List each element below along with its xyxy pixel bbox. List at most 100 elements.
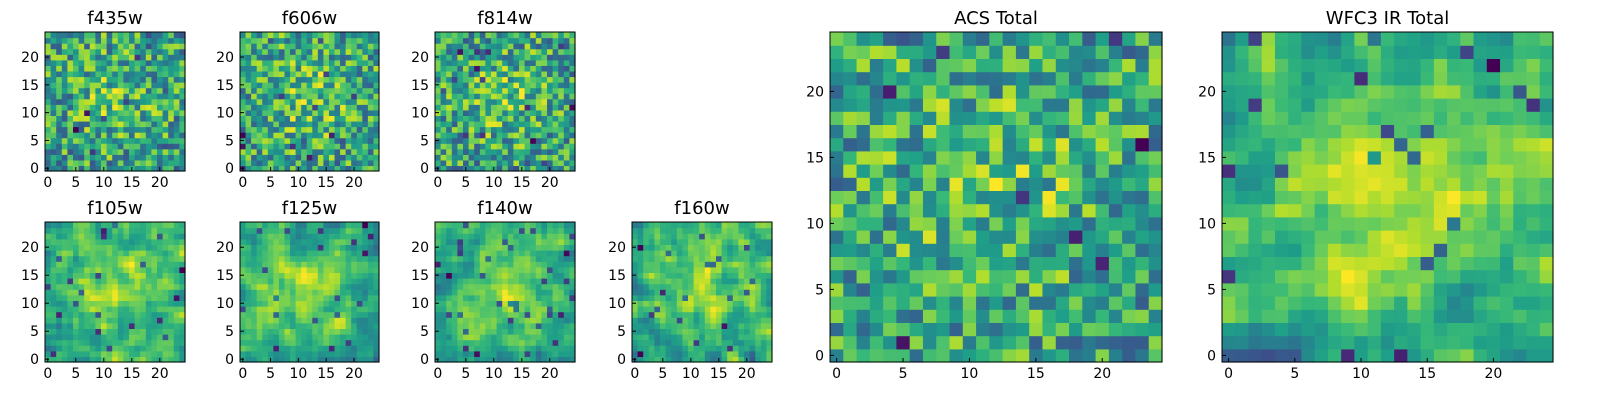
heatmap-cell <box>301 148 308 155</box>
heatmap-cell <box>541 294 548 301</box>
heatmap-cell <box>1015 256 1030 271</box>
heatmap-cell <box>89 283 96 290</box>
heatmap-cell <box>278 87 286 94</box>
heatmap-cell <box>558 148 565 155</box>
heatmap-cell <box>507 261 514 268</box>
heatmap-cell <box>1029 269 1044 284</box>
heatmap-cell <box>312 345 319 352</box>
heatmap-cell <box>519 233 526 240</box>
heatmap-cell <box>468 93 475 100</box>
heatmap-cell <box>61 261 68 268</box>
heatmap-cell <box>162 76 169 83</box>
heatmap-cell <box>541 266 548 273</box>
heatmap-cell <box>145 283 152 290</box>
heatmap-cell <box>513 345 520 352</box>
heatmap-cell <box>435 37 442 44</box>
heatmap-cell <box>755 339 762 346</box>
heatmap-cell <box>245 300 252 307</box>
heatmap-cell <box>435 306 442 313</box>
heatmap-cell <box>688 227 695 234</box>
heatmap-cell <box>101 54 108 61</box>
heatmap-cell <box>61 227 68 234</box>
heatmap-cell <box>446 143 453 150</box>
heatmap-cell <box>519 317 526 324</box>
heatmap-cell <box>251 32 258 39</box>
heatmap-cell <box>251 306 258 313</box>
heatmap-cell <box>61 159 68 167</box>
heatmap-cell <box>362 345 369 352</box>
heatmap-cell <box>830 137 844 152</box>
heatmap-cell <box>519 65 526 72</box>
heatmap-cell <box>513 120 520 128</box>
heatmap-cell <box>273 109 280 116</box>
heatmap-cell <box>89 238 96 245</box>
heatmap-cell <box>479 255 486 262</box>
heatmap-cell <box>73 222 80 229</box>
heatmap-cell <box>140 294 147 301</box>
heatmap-cell <box>856 190 871 205</box>
heatmap-cell <box>738 261 745 268</box>
heatmap-cell <box>306 93 313 100</box>
heatmap-cell <box>117 317 124 324</box>
heatmap-cell <box>67 272 74 279</box>
heatmap-cell <box>262 37 269 44</box>
heatmap-cell <box>245 82 252 89</box>
heatmap-cell <box>73 289 80 296</box>
heatmap-cell <box>50 82 57 89</box>
heatmap-cell <box>446 59 453 66</box>
heatmap-cell <box>962 137 977 152</box>
heatmap-cell <box>145 339 152 346</box>
heatmap-cell <box>73 250 80 257</box>
heatmap-cell <box>45 345 52 352</box>
heatmap-cell <box>340 132 347 139</box>
heatmap-cell <box>744 283 751 290</box>
heatmap-cell <box>541 43 548 50</box>
heatmap-cell <box>535 339 542 346</box>
heatmap-cell <box>317 238 324 245</box>
heatmap-cell <box>61 132 68 139</box>
heatmap-cell <box>896 243 911 257</box>
heatmap-cell <box>883 190 897 205</box>
heatmap-cell <box>446 154 453 161</box>
heatmap-cell <box>112 37 119 44</box>
heatmap-cell <box>665 283 672 290</box>
heatmap-cell <box>721 222 728 229</box>
heatmap-cell <box>351 317 358 324</box>
heatmap-cell <box>373 48 380 55</box>
heatmap-cell <box>563 244 570 251</box>
heatmap-cell <box>356 87 363 94</box>
heatmap-cell <box>340 70 347 78</box>
heatmap-cell <box>1055 335 1070 350</box>
heatmap-cell <box>1055 203 1070 218</box>
heatmap-cell <box>340 115 347 122</box>
heatmap-cell <box>95 356 102 363</box>
heatmap-cell <box>301 98 308 105</box>
heatmap-cell <box>1082 335 1097 350</box>
heatmap-cell <box>323 37 330 44</box>
heatmap-cell <box>738 294 745 301</box>
heatmap-cell <box>89 37 96 44</box>
heatmap-cell <box>502 70 509 78</box>
heatmap-cell <box>962 203 977 218</box>
heatmap-cell <box>312 109 319 116</box>
heatmap-cell <box>50 289 57 296</box>
heatmap-cell <box>173 98 180 105</box>
heatmap-cell <box>716 334 723 341</box>
heatmap-cell <box>485 255 492 262</box>
heatmap-cell <box>323 238 330 245</box>
heatmap-cell <box>535 87 542 94</box>
heatmap-cell <box>552 311 559 318</box>
heatmap-cell <box>704 345 711 352</box>
heatmap-cell <box>949 243 964 257</box>
heatmap-cell <box>451 345 458 352</box>
heatmap-cell <box>129 37 136 44</box>
heatmap-cell <box>440 143 447 150</box>
heatmap-cell <box>569 115 576 122</box>
heatmap-cell <box>273 328 280 335</box>
heatmap-cell <box>440 32 447 39</box>
heatmap-cell <box>45 266 52 273</box>
heatmap-cell <box>660 289 667 296</box>
heatmap-cell <box>1029 216 1044 231</box>
heatmap-cell <box>530 132 537 139</box>
heatmap-cell <box>306 120 313 128</box>
